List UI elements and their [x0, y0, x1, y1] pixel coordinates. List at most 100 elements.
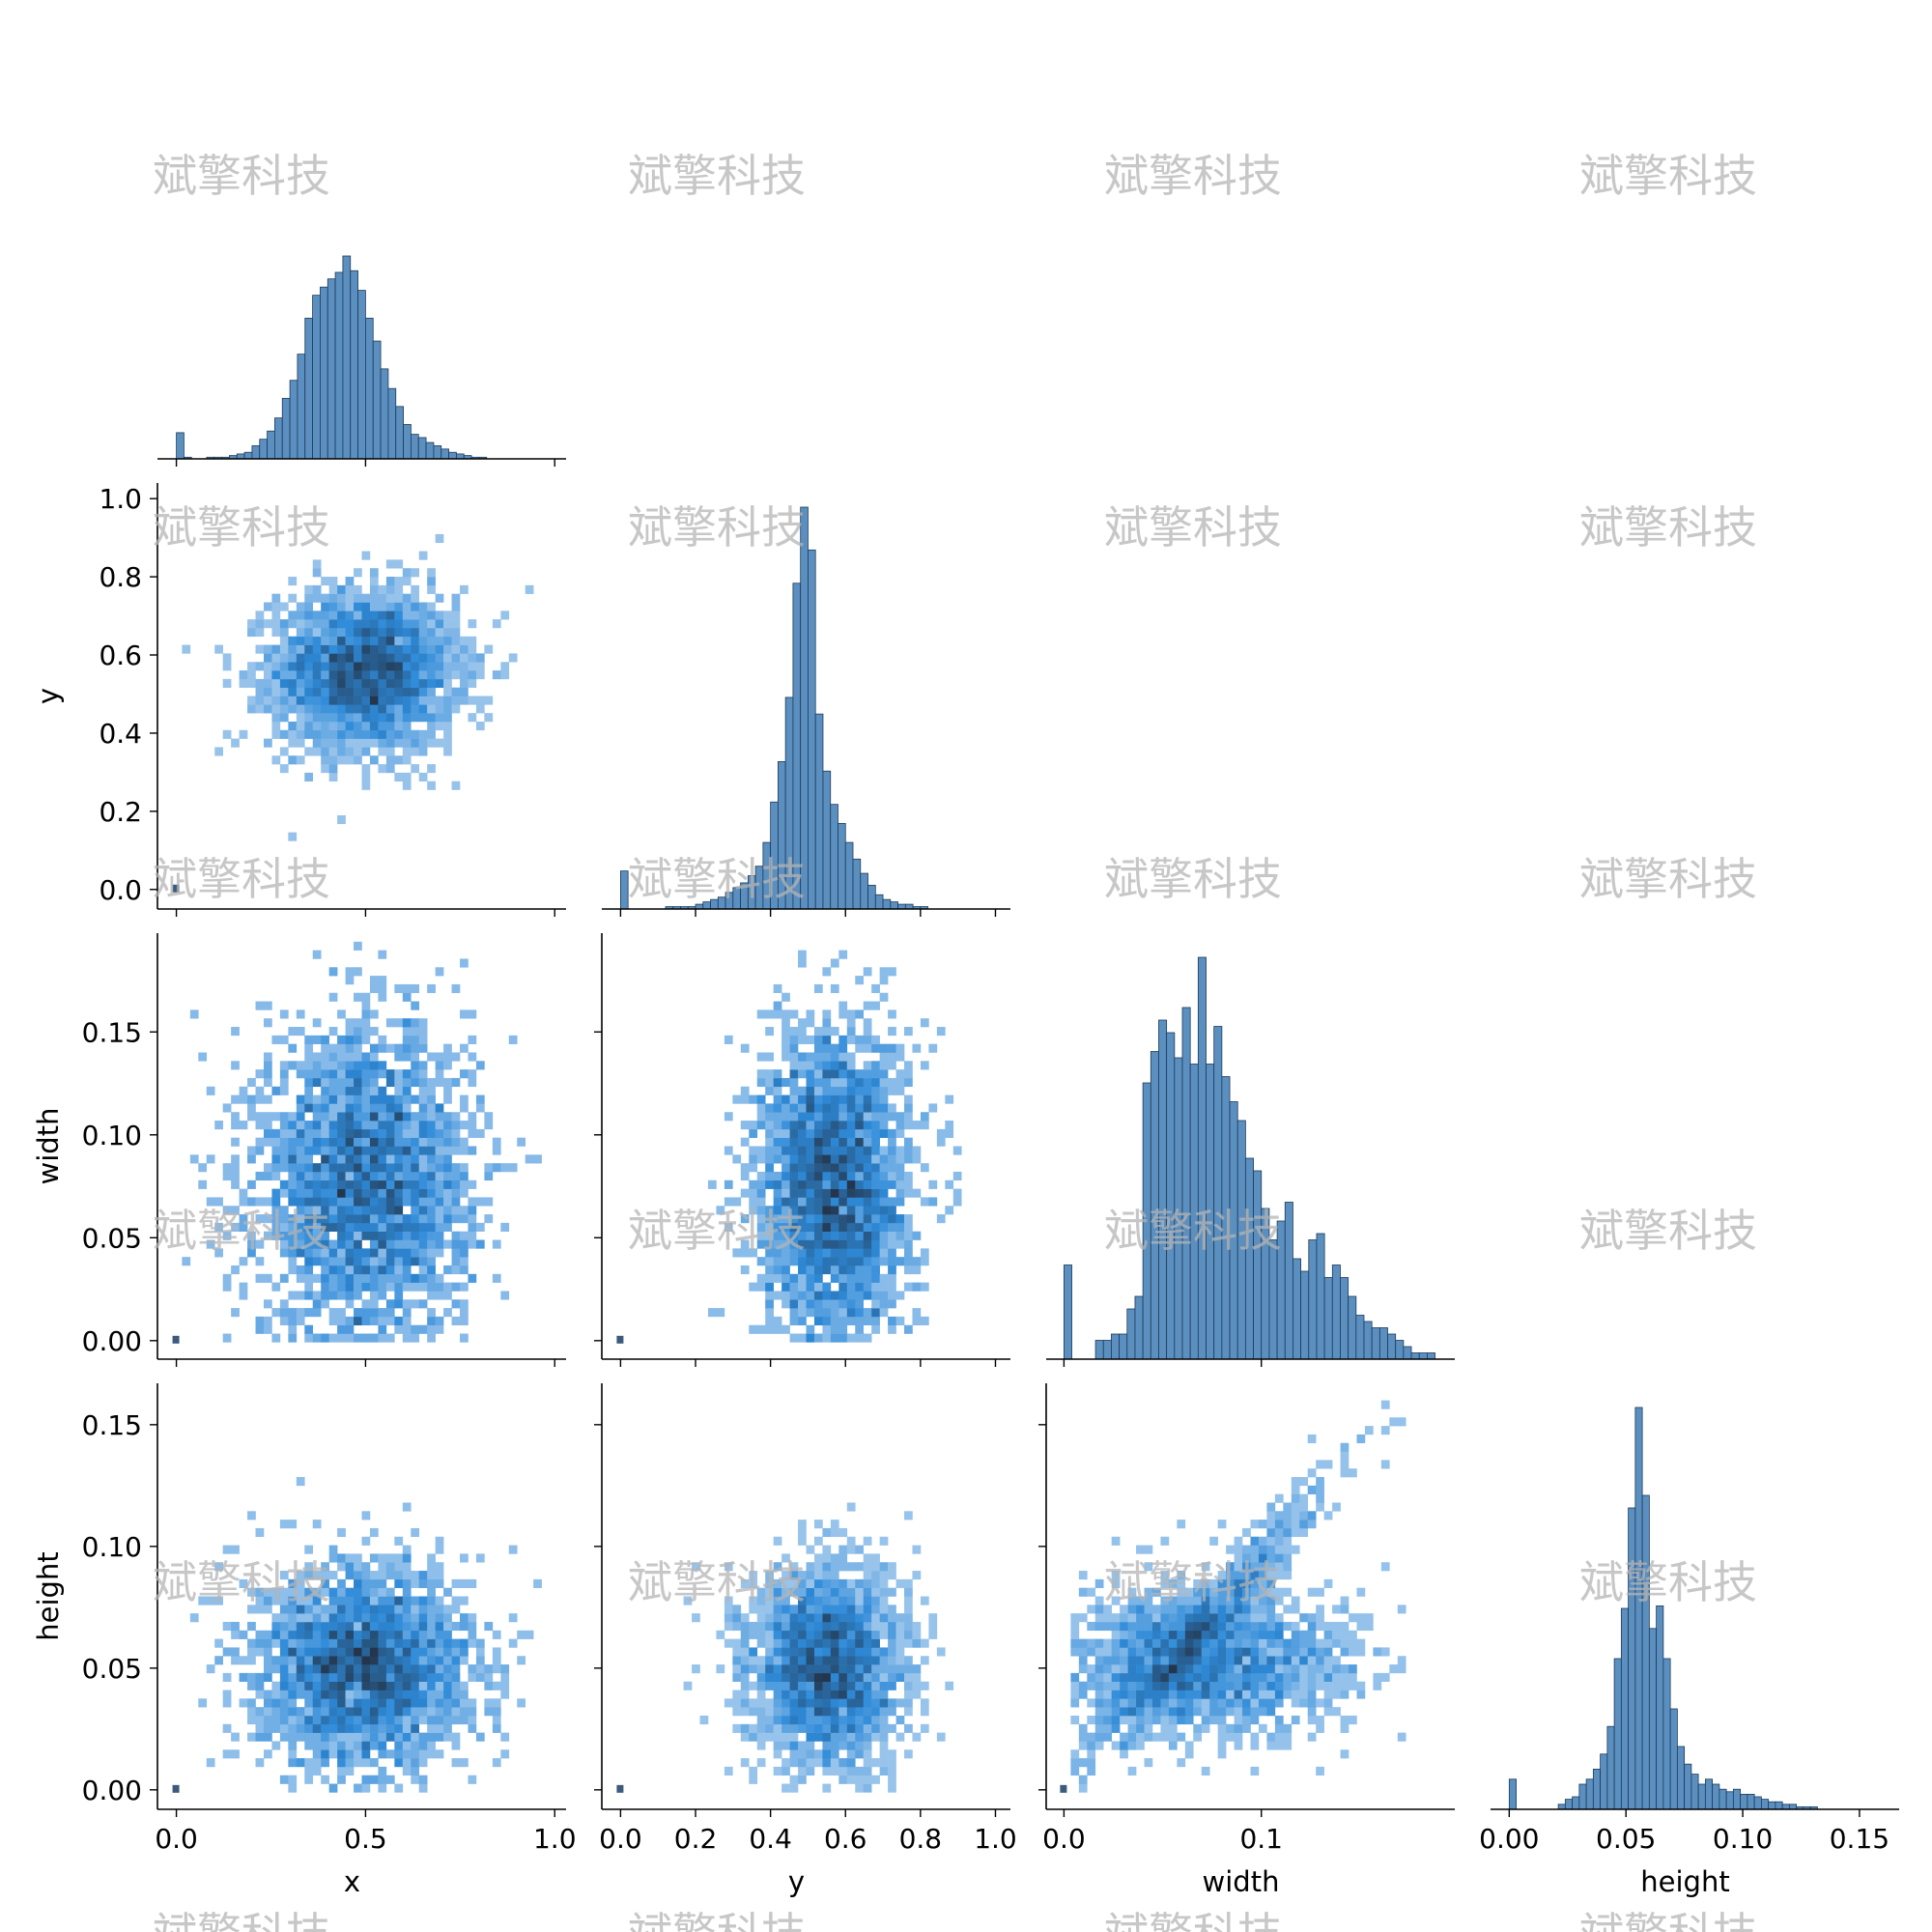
hist2d-cell: [321, 1333, 329, 1343]
hist2d-cell: [1234, 1656, 1243, 1665]
hist2d-cell: [385, 678, 395, 688]
hist2d-cell: [1087, 1605, 1096, 1614]
hist2d-cell: [288, 670, 298, 680]
hist2d-cell: [1087, 1698, 1096, 1708]
hist2d-cell: [312, 950, 322, 959]
hist2d-cell: [460, 1578, 469, 1588]
hist2d-cell: [435, 1214, 444, 1224]
hist2d-cell: [296, 1647, 305, 1657]
hist2d-cell: [1111, 1656, 1121, 1665]
hist2d-cell: [1127, 1638, 1137, 1648]
hist2d-cell: [361, 1179, 371, 1189]
hist2d-cell: [321, 662, 329, 671]
hist2d-cell: [271, 611, 281, 620]
hist2d-cell: [838, 1630, 848, 1639]
hist2d-cell: [1266, 1656, 1276, 1665]
hist2d-cell: [830, 1248, 839, 1258]
hist2d-cell: [288, 577, 298, 586]
hist2d-cell: [231, 1206, 240, 1215]
hist2d-cell: [1103, 1638, 1112, 1648]
hist2d-cell: [765, 1052, 774, 1062]
hist2d-cell: [328, 1273, 338, 1283]
hist2d-cell: [337, 1009, 346, 1019]
hist2d-cell: [460, 1613, 469, 1623]
hist2d-cell: [222, 1273, 232, 1283]
hist2d-cell: [394, 1690, 404, 1699]
hist2d-cell: [879, 1043, 889, 1053]
hist2d-cell: [402, 1664, 412, 1674]
hist2d-cell: [740, 1264, 750, 1275]
hist2d-cell: [945, 1128, 954, 1138]
hist2d-cell: [189, 1613, 199, 1623]
hist2d-cell: [394, 678, 404, 688]
hist2d-cell: [846, 1009, 856, 1019]
hist2d-cell: [830, 1103, 839, 1113]
hist2d-cell: [888, 1103, 896, 1113]
hist2d-cell: [271, 1188, 281, 1198]
hist2d-cell: [1266, 1536, 1276, 1546]
hist2d-cell: [328, 1043, 338, 1053]
hist2d-cell: [879, 1698, 889, 1708]
hist2d-cell: [912, 1231, 922, 1240]
hist2d-cell: [773, 1698, 782, 1708]
hist2d-cell: [822, 1766, 832, 1776]
hist2d-cell: [385, 1163, 395, 1173]
hist2d-cell: [411, 1027, 420, 1037]
hist2d-cell: [427, 1273, 436, 1283]
hist2d-cell: [1201, 1578, 1210, 1588]
hist2d-cell: [321, 593, 329, 603]
hist2d-cell: [732, 1690, 742, 1699]
hist2d-cell: [789, 1171, 799, 1181]
hist2d-cell: [312, 1698, 322, 1708]
hist2d-cell: [378, 1630, 387, 1639]
hist-bar: [1403, 1346, 1412, 1360]
hist2d-cell: [895, 1647, 905, 1657]
hist2d-cell: [247, 662, 256, 671]
hist2d-cell: [813, 1128, 823, 1138]
hist-bar: [1613, 1658, 1622, 1810]
hist2d-cell: [321, 1222, 329, 1232]
hist2d-cell: [1397, 1732, 1406, 1742]
hist2d-cell: [312, 1291, 322, 1300]
hist2d-cell: [271, 1163, 281, 1173]
hist2d-cell: [418, 611, 428, 620]
hist2d-cell: [321, 1112, 329, 1122]
hist2d-cell: [451, 653, 461, 663]
y-tick-label: 0.05: [82, 1222, 142, 1254]
hist2d-cell: [888, 1222, 896, 1232]
hist2d-cell: [418, 1069, 428, 1079]
hist2d-cell: [789, 1681, 799, 1690]
hist2d-cell: [418, 1681, 428, 1690]
hist2d-cell: [443, 627, 452, 638]
hist2d-cell: [337, 721, 346, 731]
hist2d-cell: [321, 1188, 329, 1198]
hist2d-cell: [411, 1112, 420, 1122]
hist2d-cell: [813, 1214, 823, 1224]
hist2d-cell: [806, 1112, 815, 1122]
hist2d-cell: [830, 1299, 839, 1309]
hist2d-cell: [321, 1273, 329, 1283]
hist2d-cell: [822, 1630, 832, 1639]
hist-bar: [387, 387, 397, 460]
hist2d-cell: [394, 1647, 404, 1657]
hist2d-cell: [345, 1562, 355, 1572]
hist2d-cell: [443, 1605, 452, 1614]
hist2d-cell: [247, 1112, 256, 1122]
hist2d-cell: [418, 687, 428, 696]
hist2d-cell: [345, 593, 355, 603]
hist2d-cell: [765, 1656, 774, 1665]
hist2d-cell: [435, 1621, 444, 1632]
hist2d-cell: [296, 1188, 305, 1198]
hist2d-cell: [822, 1571, 832, 1580]
hist2d-cell: [255, 1596, 265, 1605]
hist2d-cell: [369, 1257, 379, 1266]
hist2d-cell: [385, 1308, 395, 1318]
hist2d-cell: [1250, 1698, 1260, 1708]
hist2d-cell: [263, 1231, 272, 1240]
hist2d-cell: [411, 1749, 420, 1759]
x-tick-label: 0.15: [1830, 1823, 1889, 1855]
hist2d-cell: [1283, 1527, 1293, 1538]
hist2d-cell: [806, 1333, 815, 1343]
hist2d-cell: [385, 1672, 395, 1682]
hist2d-cell: [328, 1103, 338, 1113]
